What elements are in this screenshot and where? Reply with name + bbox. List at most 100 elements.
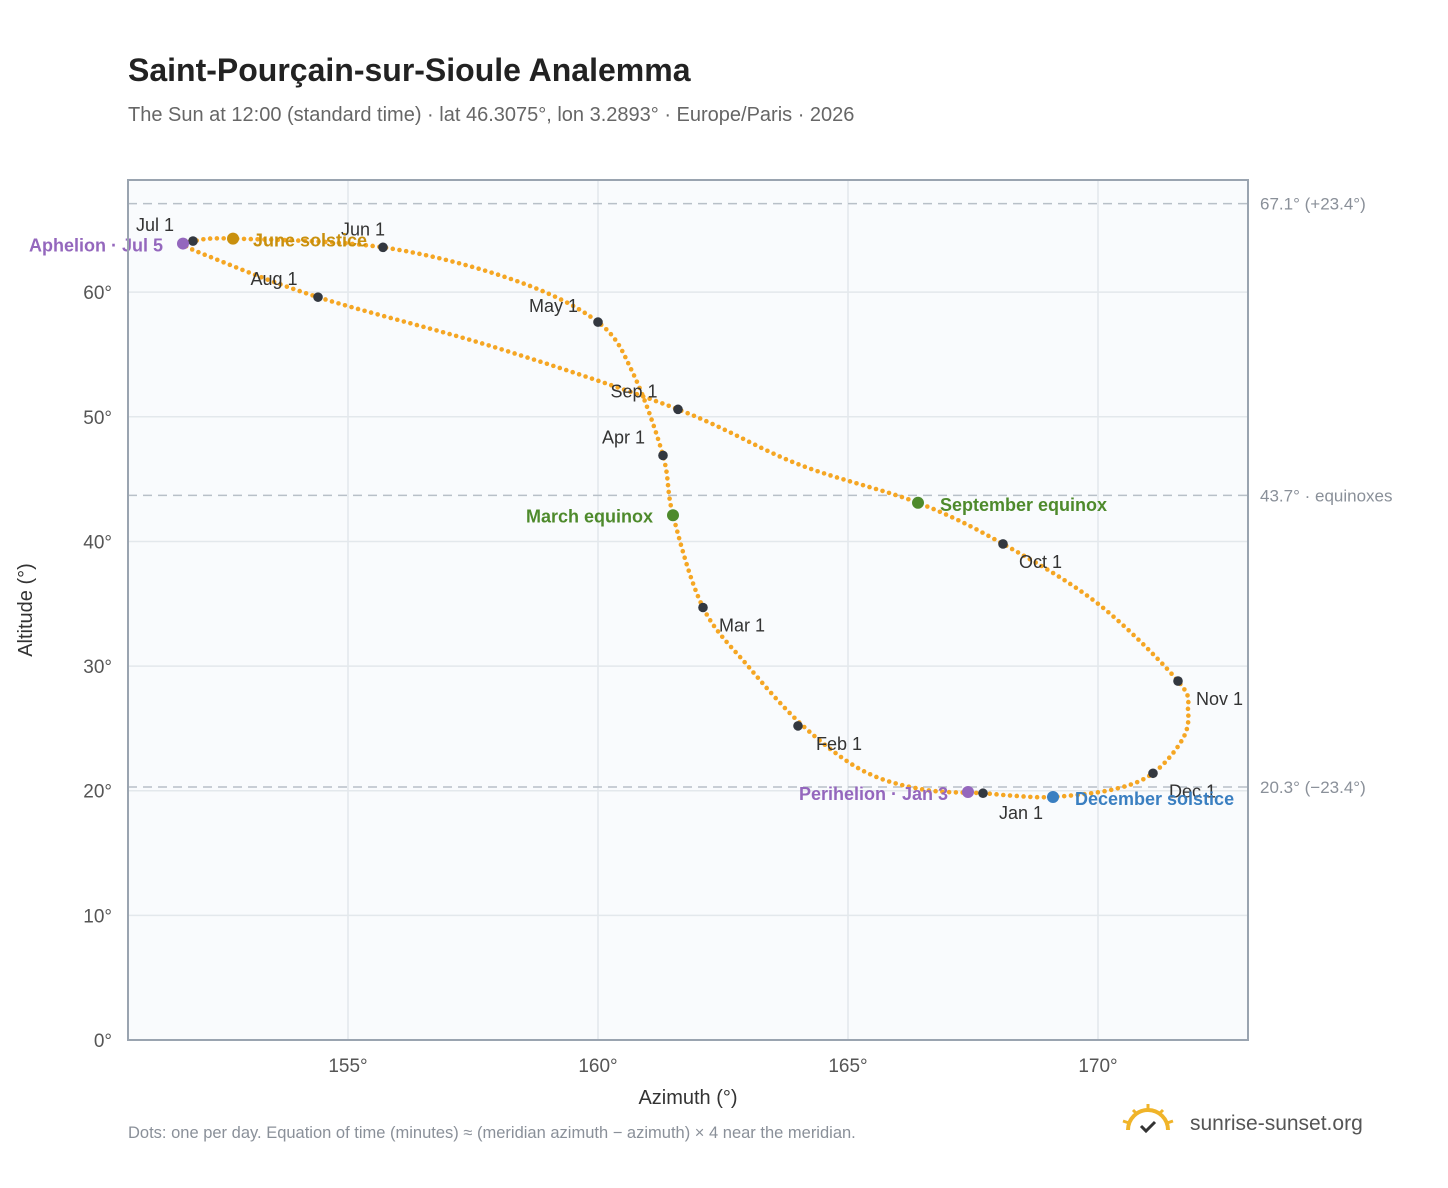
daily-dot [303,290,309,296]
daily-dot [612,337,618,342]
brand[interactable]: sunrise-sunset.org [1120,1100,1390,1150]
daily-dot [355,306,361,312]
daily-dot [589,376,595,381]
daily-dot [505,349,511,354]
daily-dot [855,765,861,771]
daily-dot [417,251,422,257]
daily-dot [777,454,783,459]
month-marker [998,539,1008,549]
daily-dot [486,343,491,348]
daily-dot [284,284,290,289]
daily-dot [886,779,892,784]
daily-dot [582,310,588,316]
daily-dot [531,357,537,362]
daily-dot [925,504,930,509]
daily-dot [596,378,601,384]
month-label: Mar 1 [719,616,765,636]
daily-dot [728,430,734,436]
axes: 155° 160° 165° 170° 0° 10° 20° 30° 40° 50° 60° Azim… [15,283,1118,1109]
daily-dot [482,268,488,273]
daily-dot [499,347,504,352]
daily-dot [771,451,776,456]
daily-dot [1169,671,1174,676]
month-label: Apr 1 [602,427,645,447]
event-markers: June solstice December solstice March equi… [29,231,1234,809]
month-marker [378,242,388,253]
daily-dot [290,286,296,292]
daily-dot [801,724,807,730]
daily-dot [833,750,838,756]
daily-dot [688,574,694,580]
daily-dot [691,413,697,419]
daily-dot [323,297,328,302]
daily-dot [651,423,657,429]
daily-dot [685,410,690,416]
month-marker [593,317,603,327]
month-marker [658,450,668,461]
daily-dot [564,300,570,305]
daily-dot [815,468,820,474]
daily-dot [421,324,426,330]
daily-dot [202,252,207,258]
daily-dot [968,523,973,529]
daily-dot [634,391,640,397]
daily-dot [655,436,661,442]
month-label: Sep 1 [610,381,657,401]
daily-dot [349,304,354,310]
daily-dot [394,317,400,323]
month-label: Aug 1 [250,269,297,289]
plot-frame [127,179,1249,1041]
sun-logo-icon [1122,1104,1174,1134]
daily-dot [665,482,671,488]
daily-dot [707,618,713,623]
daily-dot [657,443,663,448]
event-marker [227,232,239,245]
daily-dot [817,738,822,743]
daily-dot [697,416,703,421]
daily-dot [1100,605,1106,611]
daily-dot [933,788,938,794]
daily-dot [854,480,859,486]
daily-dot [1186,713,1191,718]
daily-dot [570,303,576,309]
daily-dot [329,240,335,245]
daily-dot [675,529,680,534]
daily-dot [1121,623,1126,628]
daily-dot [214,257,220,263]
daily-dot [1000,792,1006,798]
daily-dot [765,448,770,454]
daily-dot [241,236,247,242]
daily-dot [521,281,527,286]
daily-dot [647,396,652,402]
daily-dot [275,237,281,243]
daily-dot [1182,687,1187,692]
daily-dot [733,649,738,655]
daily-dot [822,742,828,748]
daily-dot [1162,760,1167,766]
daily-dot [644,404,650,410]
footnote: Dots: one per day. Equation of time (min… [128,1124,856,1142]
daily-dot [576,372,582,377]
month-marker [673,404,683,415]
daily-dot [1039,563,1044,569]
daily-dot [401,319,407,324]
daily-dot [742,659,747,665]
daily-dot [899,782,905,788]
daily-dot [906,496,911,502]
daily-dot [796,462,801,467]
daily-dot [893,492,898,498]
daily-dot [460,335,465,341]
daily-dot [1116,618,1121,624]
daily-dot [551,363,556,369]
daily-dot [437,255,442,261]
event-marker [962,785,974,798]
daily-dot [728,644,734,650]
daily-dot [189,247,195,252]
daily-dot [434,328,439,333]
month-label: Jan 1 [999,803,1043,823]
daily-dot [1178,739,1184,744]
daily-dot [423,252,429,258]
daily-dot [502,274,507,280]
daily-dot [711,623,717,629]
daily-dot [751,670,756,675]
